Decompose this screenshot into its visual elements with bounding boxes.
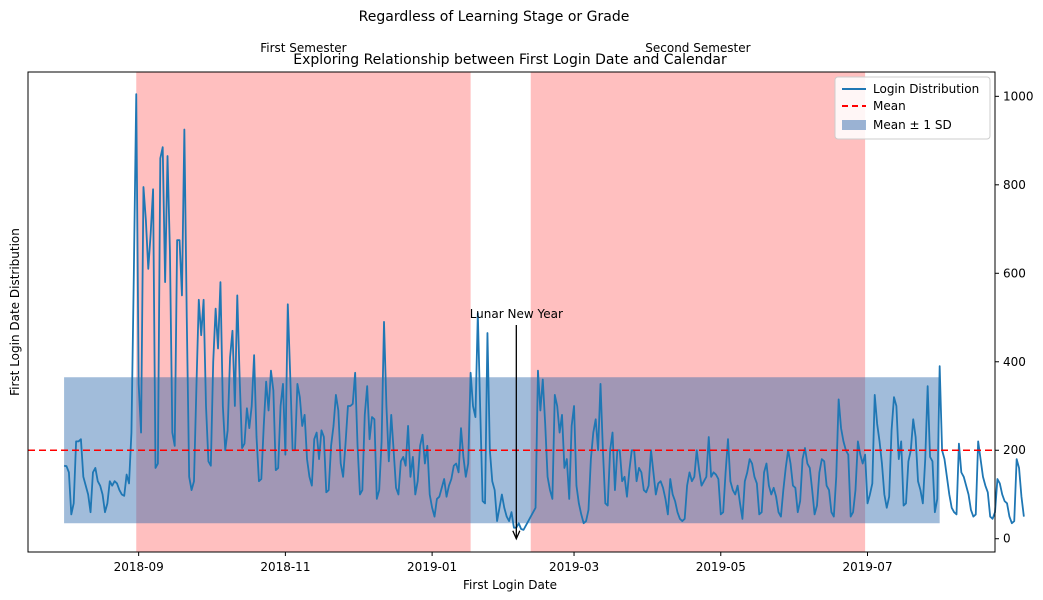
y-tick-label-4: 800 bbox=[1003, 178, 1026, 192]
legend-line-label: Login Distribution bbox=[873, 82, 979, 96]
semester-span-1 bbox=[136, 72, 471, 552]
login-distribution-line bbox=[63, 93, 1025, 531]
y-tick-label-1: 200 bbox=[1003, 443, 1026, 457]
x-axis: 2018-09 2018-11 2019-01 2019-03 2019-05 2019-… bbox=[114, 552, 893, 574]
legend-band-label: Mean ± 1 SD bbox=[873, 118, 952, 132]
x-tick-label-3: 2019-03 bbox=[549, 560, 599, 574]
x-tick-label-4: 2019-05 bbox=[696, 560, 746, 574]
legend-mean-label: Mean bbox=[873, 99, 906, 113]
chart-suptitle: Regardless of Learning Stage or Grade bbox=[359, 9, 630, 25]
y-axis: 0 200 400 600 800 1000 bbox=[995, 89, 1034, 546]
chart-title: Exploring Relationship between First Log… bbox=[293, 52, 727, 68]
legend: Login Distribution Mean Mean ± 1 SD bbox=[834, 76, 991, 140]
y-tick-label-3: 600 bbox=[1003, 266, 1026, 280]
plot-area bbox=[28, 72, 1025, 552]
y-tick-label-5: 1000 bbox=[1003, 89, 1034, 103]
legend-box bbox=[834, 76, 991, 140]
y-tick-label-2: 400 bbox=[1003, 355, 1026, 369]
x-tick-label-5: 2019-07 bbox=[842, 560, 892, 574]
y-axis-label: First Login Date Distribution bbox=[8, 228, 22, 396]
annotation-label: Lunar New Year bbox=[470, 307, 563, 321]
x-axis-label: First Login Date bbox=[463, 578, 557, 592]
y-tick-label-0: 0 bbox=[1003, 532, 1011, 546]
legend-band-swatch bbox=[842, 120, 866, 130]
plot-frame bbox=[27, 71, 996, 553]
semester-label-1: First Semester bbox=[260, 41, 346, 55]
x-tick-label-0: 2018-09 bbox=[114, 560, 164, 574]
semester-label-2: Second Semester bbox=[645, 41, 750, 55]
x-tick-label-2: 2019-01 bbox=[407, 560, 457, 574]
x-tick-label-1: 2018-11 bbox=[260, 560, 310, 574]
annotation-arrow-head bbox=[512, 530, 521, 541]
